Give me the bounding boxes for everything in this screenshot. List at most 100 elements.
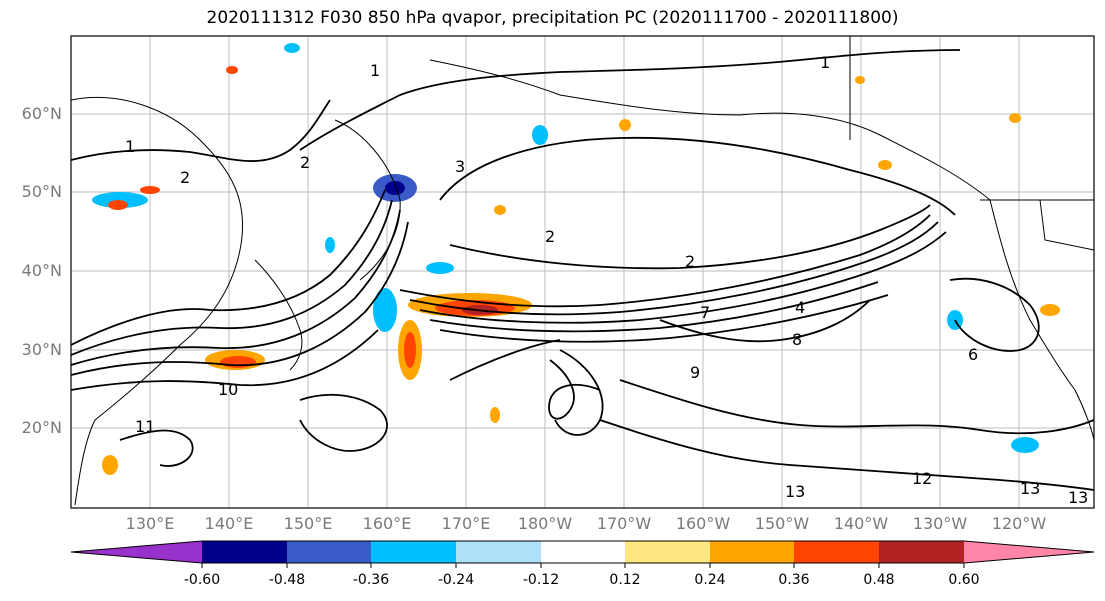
map-background <box>71 36 1094 508</box>
precip-blob <box>226 66 238 74</box>
map-content <box>71 36 1094 506</box>
colorbar-tick-label: 0.24 <box>694 572 726 588</box>
contour-line <box>409 221 939 316</box>
contour-line <box>449 204 931 270</box>
colorbar <box>70 540 1095 568</box>
contour-line <box>619 379 1094 435</box>
precip-blob <box>102 455 118 475</box>
contour-label: 12 <box>912 469 932 488</box>
colorbar-segment <box>371 541 456 563</box>
colorbar-segment <box>794 541 879 563</box>
contour-line <box>299 393 388 452</box>
kamchatka-coast <box>334 119 401 281</box>
contour-line <box>548 359 601 420</box>
contour-label: 11 <box>135 417 155 436</box>
na-coast <box>989 199 1094 441</box>
precip-blob <box>619 119 631 131</box>
lat-label: 20°N <box>21 418 62 437</box>
precip-blob <box>532 125 548 145</box>
precip-blob <box>878 160 892 170</box>
contour-label: 2 <box>300 153 310 172</box>
contour-line <box>71 329 379 391</box>
contour-label: 1 <box>370 61 380 80</box>
colorbar-tick-label: -0.60 <box>183 572 221 588</box>
lon-label: 160°W <box>675 514 731 533</box>
coastlines <box>71 36 1094 506</box>
contour-label: 13 <box>1020 479 1040 498</box>
lon-label: 170°W <box>596 514 652 533</box>
lon-label: 120°W <box>991 514 1047 533</box>
precip-blob <box>220 356 256 368</box>
alaska-coast <box>429 59 991 201</box>
contour-label: 1 <box>820 53 830 72</box>
contour-line <box>71 209 401 366</box>
contour-line <box>419 231 947 324</box>
precip-blob <box>108 200 128 210</box>
contour-line <box>399 214 931 308</box>
precip-blob <box>140 186 160 194</box>
precip-blob <box>1011 437 1039 453</box>
contour-label: 3 <box>455 157 465 176</box>
contour-line <box>429 281 879 333</box>
contour-label: 6 <box>968 345 978 364</box>
colorbar-tick-label: -0.24 <box>437 572 475 588</box>
contour-label: 9 <box>690 363 700 382</box>
precip-blob <box>490 407 500 423</box>
contour-line <box>439 294 889 343</box>
lat-label: 30°N <box>21 340 62 359</box>
lon-label: 130°E <box>125 514 175 533</box>
contour-line <box>71 221 409 376</box>
lat-label: 50°N <box>21 182 62 201</box>
contour-line <box>119 429 194 467</box>
precip-blob <box>1009 113 1021 123</box>
contour-label: 13 <box>785 482 805 501</box>
lon-label: 150°E <box>283 514 333 533</box>
colorbar-segment <box>456 541 541 563</box>
colorbar-segment <box>541 541 625 563</box>
colorbar-segment <box>710 541 794 563</box>
precip-blob <box>494 205 506 215</box>
lon-label: 150°W <box>754 514 810 533</box>
contour-label: 2 <box>545 227 555 246</box>
colorbar-tick-label: 0.48 <box>863 572 895 588</box>
lon-label: 180°W <box>517 514 573 533</box>
lat-label: 40°N <box>21 261 62 280</box>
colorbar-segment <box>202 541 287 563</box>
asia-coast <box>71 96 244 506</box>
precip-blob <box>404 332 416 368</box>
contour-line <box>449 339 561 381</box>
colorbar-segment <box>879 541 964 563</box>
colorbar-tick-label: -0.48 <box>268 572 306 588</box>
colorbar-tick-label: 0.36 <box>778 572 810 588</box>
lon-label: 170°E <box>441 514 491 533</box>
qvapor-contours <box>71 49 1094 491</box>
contour-label: 13 <box>1068 488 1088 507</box>
colorbar-segment <box>71 541 202 563</box>
colorbar-segment <box>287 541 371 563</box>
canada-border <box>849 36 1094 251</box>
lon-label: 140°W <box>833 514 889 533</box>
contour-line <box>299 49 961 151</box>
contour-line <box>71 99 331 162</box>
precip-blob <box>92 192 148 208</box>
colorbar-tick-label: 0.12 <box>609 572 641 588</box>
contour-label: 2 <box>180 168 190 187</box>
lon-label: 160°E <box>362 514 412 533</box>
precip-blob <box>426 262 454 274</box>
precip-blob <box>325 237 335 253</box>
colorbar-tick-label: -0.36 <box>352 572 390 588</box>
lon-label: 140°E <box>204 514 254 533</box>
colorbar-tick-label: -0.12 <box>522 572 560 588</box>
precip-blob <box>385 181 405 195</box>
precip-blob <box>855 76 865 84</box>
contour-label: 7 <box>700 303 710 322</box>
precip-blob <box>284 43 300 53</box>
japan-coast <box>254 259 303 371</box>
colorbar-segment <box>625 541 710 563</box>
map-gridlines <box>71 36 1094 508</box>
contour-label: 10 <box>218 380 238 399</box>
contour-line <box>439 136 956 216</box>
precip-blob <box>1040 304 1060 316</box>
